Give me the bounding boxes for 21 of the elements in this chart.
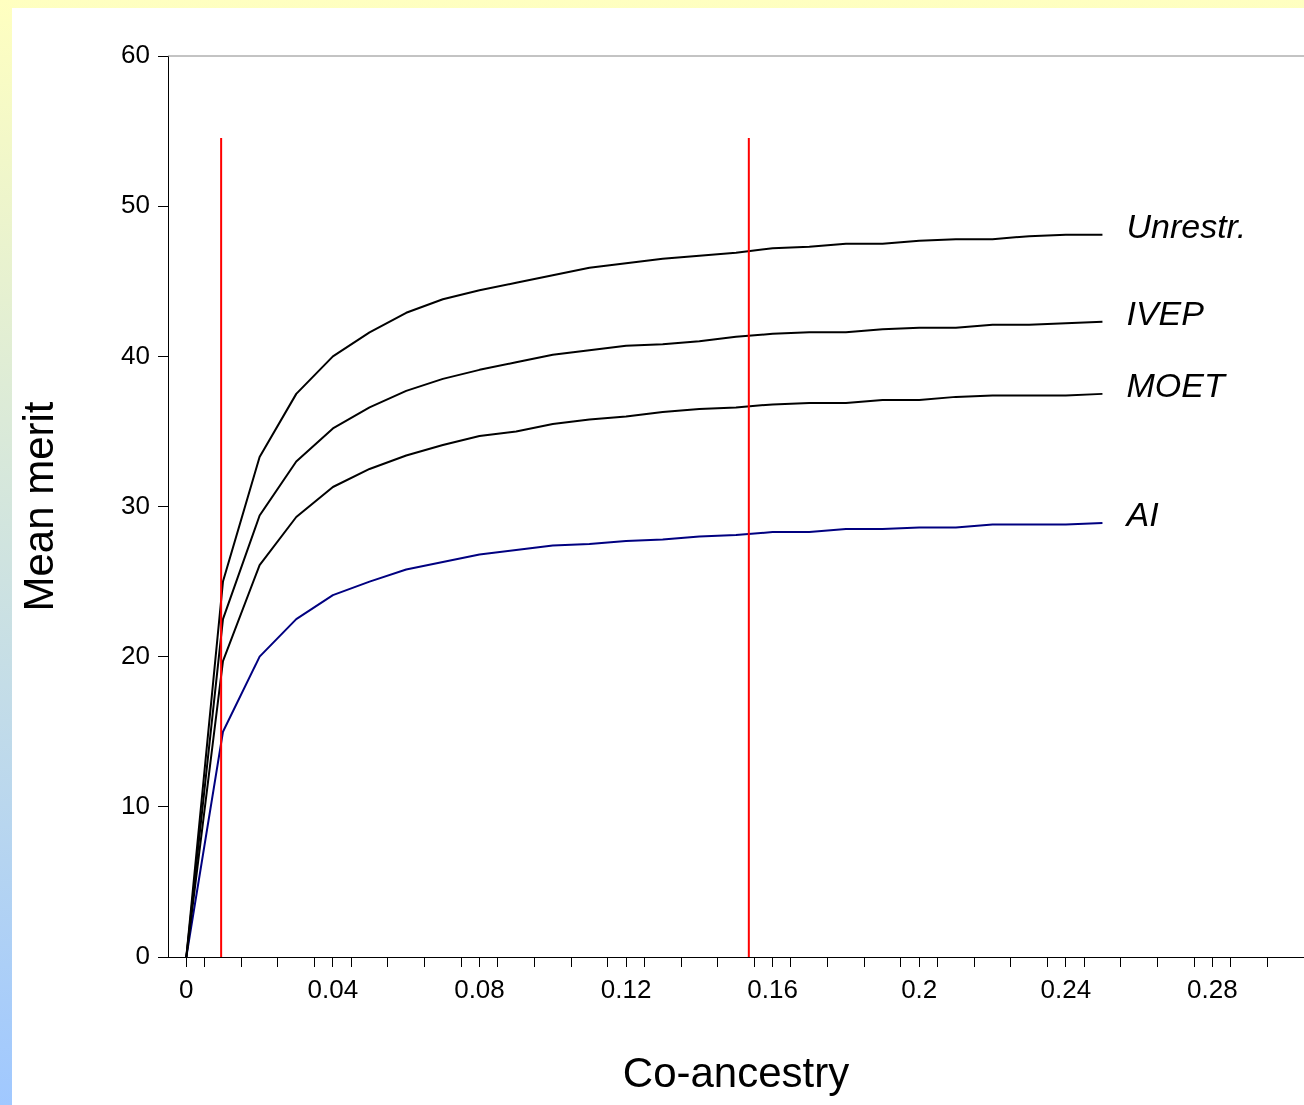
y-axis-title: Mean merit: [14, 401, 62, 612]
x-tick-label: 0.16: [747, 973, 798, 1004]
x-axis-title: Co-ancestry: [622, 1049, 850, 1097]
series-label: Unrestr.: [1126, 207, 1247, 246]
x-tick-label: 0.24: [1040, 973, 1092, 1004]
y-tick-label: 60: [121, 39, 150, 70]
x-tick-label: 0.08: [454, 973, 505, 1004]
series-label: AI: [1124, 495, 1160, 534]
y-tick-label: 30: [121, 489, 150, 520]
x-tick-label: 0.12: [600, 973, 652, 1004]
x-tick-label: 0: [179, 973, 194, 1004]
x-tick-label: 0.04: [307, 973, 359, 1004]
series-label: MOET: [1126, 366, 1227, 405]
y-tick-label: 50: [121, 189, 150, 220]
y-tick-label: 20: [121, 639, 150, 670]
x-tick-label: 0.28: [1187, 973, 1238, 1004]
y-tick-label: 0: [135, 940, 150, 971]
y-tick-label: 10: [121, 790, 150, 821]
x-tick-label: 0.2: [901, 973, 938, 1004]
series-label: IVEP: [1126, 294, 1205, 333]
y-tick-label: 40: [121, 339, 150, 370]
